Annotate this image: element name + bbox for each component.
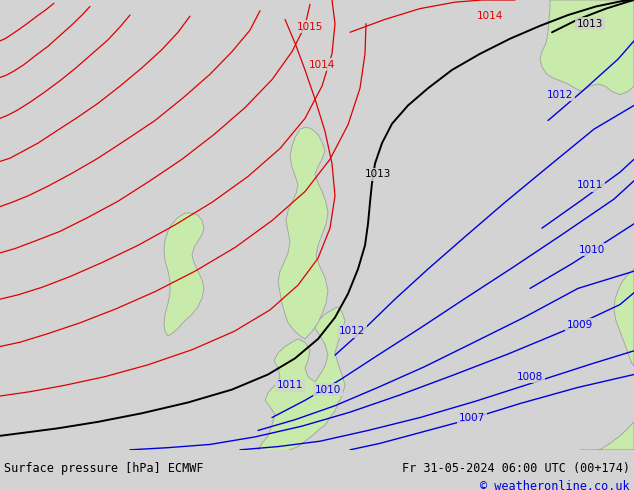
Text: 1013: 1013	[365, 170, 391, 179]
Text: 1010: 1010	[315, 385, 341, 394]
Text: 1007: 1007	[459, 413, 485, 422]
Text: 1011: 1011	[277, 380, 303, 390]
Text: 1012: 1012	[547, 90, 573, 99]
Text: 1014: 1014	[477, 11, 503, 21]
Text: 1013: 1013	[577, 19, 603, 29]
Text: 1009: 1009	[567, 320, 593, 330]
Polygon shape	[164, 213, 204, 336]
Polygon shape	[278, 127, 328, 339]
Text: 1012: 1012	[339, 326, 365, 337]
Text: © weatheronline.co.uk: © weatheronline.co.uk	[481, 480, 630, 490]
Text: 1008: 1008	[517, 371, 543, 382]
Polygon shape	[580, 422, 634, 452]
Polygon shape	[540, 0, 634, 95]
Text: Surface pressure [hPa] ECMWF: Surface pressure [hPa] ECMWF	[4, 462, 204, 475]
Polygon shape	[258, 307, 345, 452]
Text: 1015: 1015	[297, 22, 323, 32]
Polygon shape	[614, 269, 634, 366]
Text: 1010: 1010	[579, 245, 605, 255]
Text: 1014: 1014	[309, 60, 335, 70]
Text: 1011: 1011	[577, 180, 603, 190]
Text: Fr 31-05-2024 06:00 UTC (00+174): Fr 31-05-2024 06:00 UTC (00+174)	[402, 462, 630, 475]
